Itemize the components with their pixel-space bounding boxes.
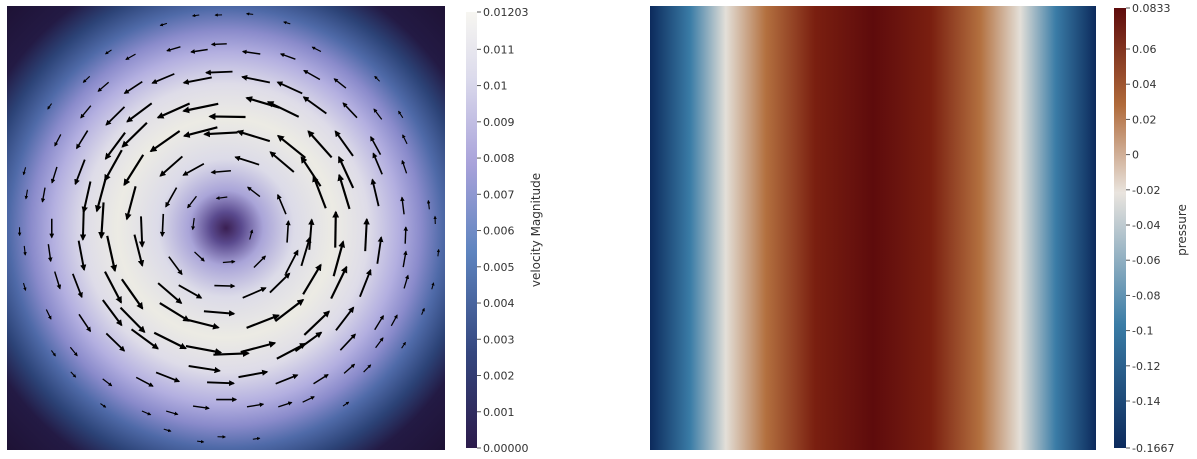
velocity-colorbar-tick-label: 0.001	[483, 406, 515, 419]
pressure-colorbar-tick-label: 0	[1132, 149, 1139, 162]
velocity-colorbar-tick-label: 0.008	[483, 152, 515, 165]
velocity-arrow	[214, 286, 234, 287]
velocity-arrow	[247, 14, 254, 15]
pressure-colorbar-tick-label: -0.08	[1132, 289, 1160, 302]
velocity-colorbar-tick-label: 0.002	[483, 370, 515, 383]
velocity-arrow	[335, 212, 336, 248]
pressure-colorbar-tick-label: -0.14	[1132, 395, 1160, 408]
pressure-colorbar-tick-label: 0.06	[1132, 43, 1157, 56]
velocity-colorbar-tick-label: 0.007	[483, 188, 515, 201]
velocity-arrow	[162, 214, 163, 236]
pressure-colorbar-tick-label: -0.06	[1132, 254, 1160, 267]
pressure-heatmap	[650, 6, 1096, 450]
velocity-colorbar-tick-label: 0.006	[483, 225, 515, 238]
pressure-colorbar-tick-label: 0.0833	[1132, 2, 1171, 15]
pressure-colorbar-tick-label: -0.1	[1132, 325, 1153, 338]
velocity-colorbar-tick-label: 0.01203	[483, 6, 529, 19]
velocity-arrow	[207, 382, 234, 383]
velocity-arrow	[210, 116, 246, 117]
velocity-colorbar-tick-label: 0.009	[483, 116, 515, 129]
pressure-colorbar-tick-label: -0.12	[1132, 360, 1160, 373]
velocity-plot	[7, 6, 445, 450]
velocity-arrow	[141, 216, 142, 246]
velocity-arrow	[212, 44, 227, 45]
pressure-colorbar-tick-label: 0.02	[1132, 113, 1157, 126]
velocity-colorbar-tick-label: 0.011	[483, 43, 515, 56]
pressure-colorbar-tick-label: -0.04	[1132, 219, 1160, 232]
pressure-colorbar-ticks: -0.1667 -0.14 -0.12 -0.1 -0.08 -0.06 -0.04 -0.0…	[1126, 2, 1174, 455]
pressure-colorbar: -0.1667 -0.14 -0.12 -0.1 -0.08 -0.06 -0.04 -0.0…	[1114, 2, 1189, 455]
velocity-colorbar-title: velocity Magnitude	[529, 173, 543, 287]
velocity-colorbar-tick-label: 0.00000	[483, 442, 529, 455]
velocity-colorbar-ticks: 0.00000 0.001 0.002 0.003 0.004 0.005 0.006 0.0…	[477, 6, 529, 455]
pressure-colorbar-tick-label: -0.02	[1132, 184, 1160, 197]
velocity-colorbar-tick-label: 0.005	[483, 261, 515, 274]
pressure-colorbar-tick-label: 0.04	[1132, 78, 1157, 91]
velocity-colorbar: 0.00000 0.001 0.002 0.003 0.004 0.005 0.006 0.0…	[466, 6, 543, 455]
pressure-plot	[650, 6, 1096, 450]
velocity-colorbar-tick-label: 0.004	[483, 297, 515, 310]
pressure-colorbar-title: pressure	[1175, 204, 1189, 256]
pressure-colorbar-tick-label: -0.1667	[1132, 442, 1174, 455]
pressure-colorbar-ramp	[1114, 8, 1126, 448]
velocity-arrow	[405, 227, 406, 244]
velocity-colorbar-tick-label: 0.01	[483, 80, 508, 93]
velocity-colorbar-ramp	[466, 12, 477, 448]
velocity-arrow	[213, 353, 248, 354]
velocity-colorbar-tick-label: 0.003	[483, 333, 515, 346]
velocity-arrow	[83, 208, 84, 239]
velocity-arrow	[206, 72, 232, 73]
